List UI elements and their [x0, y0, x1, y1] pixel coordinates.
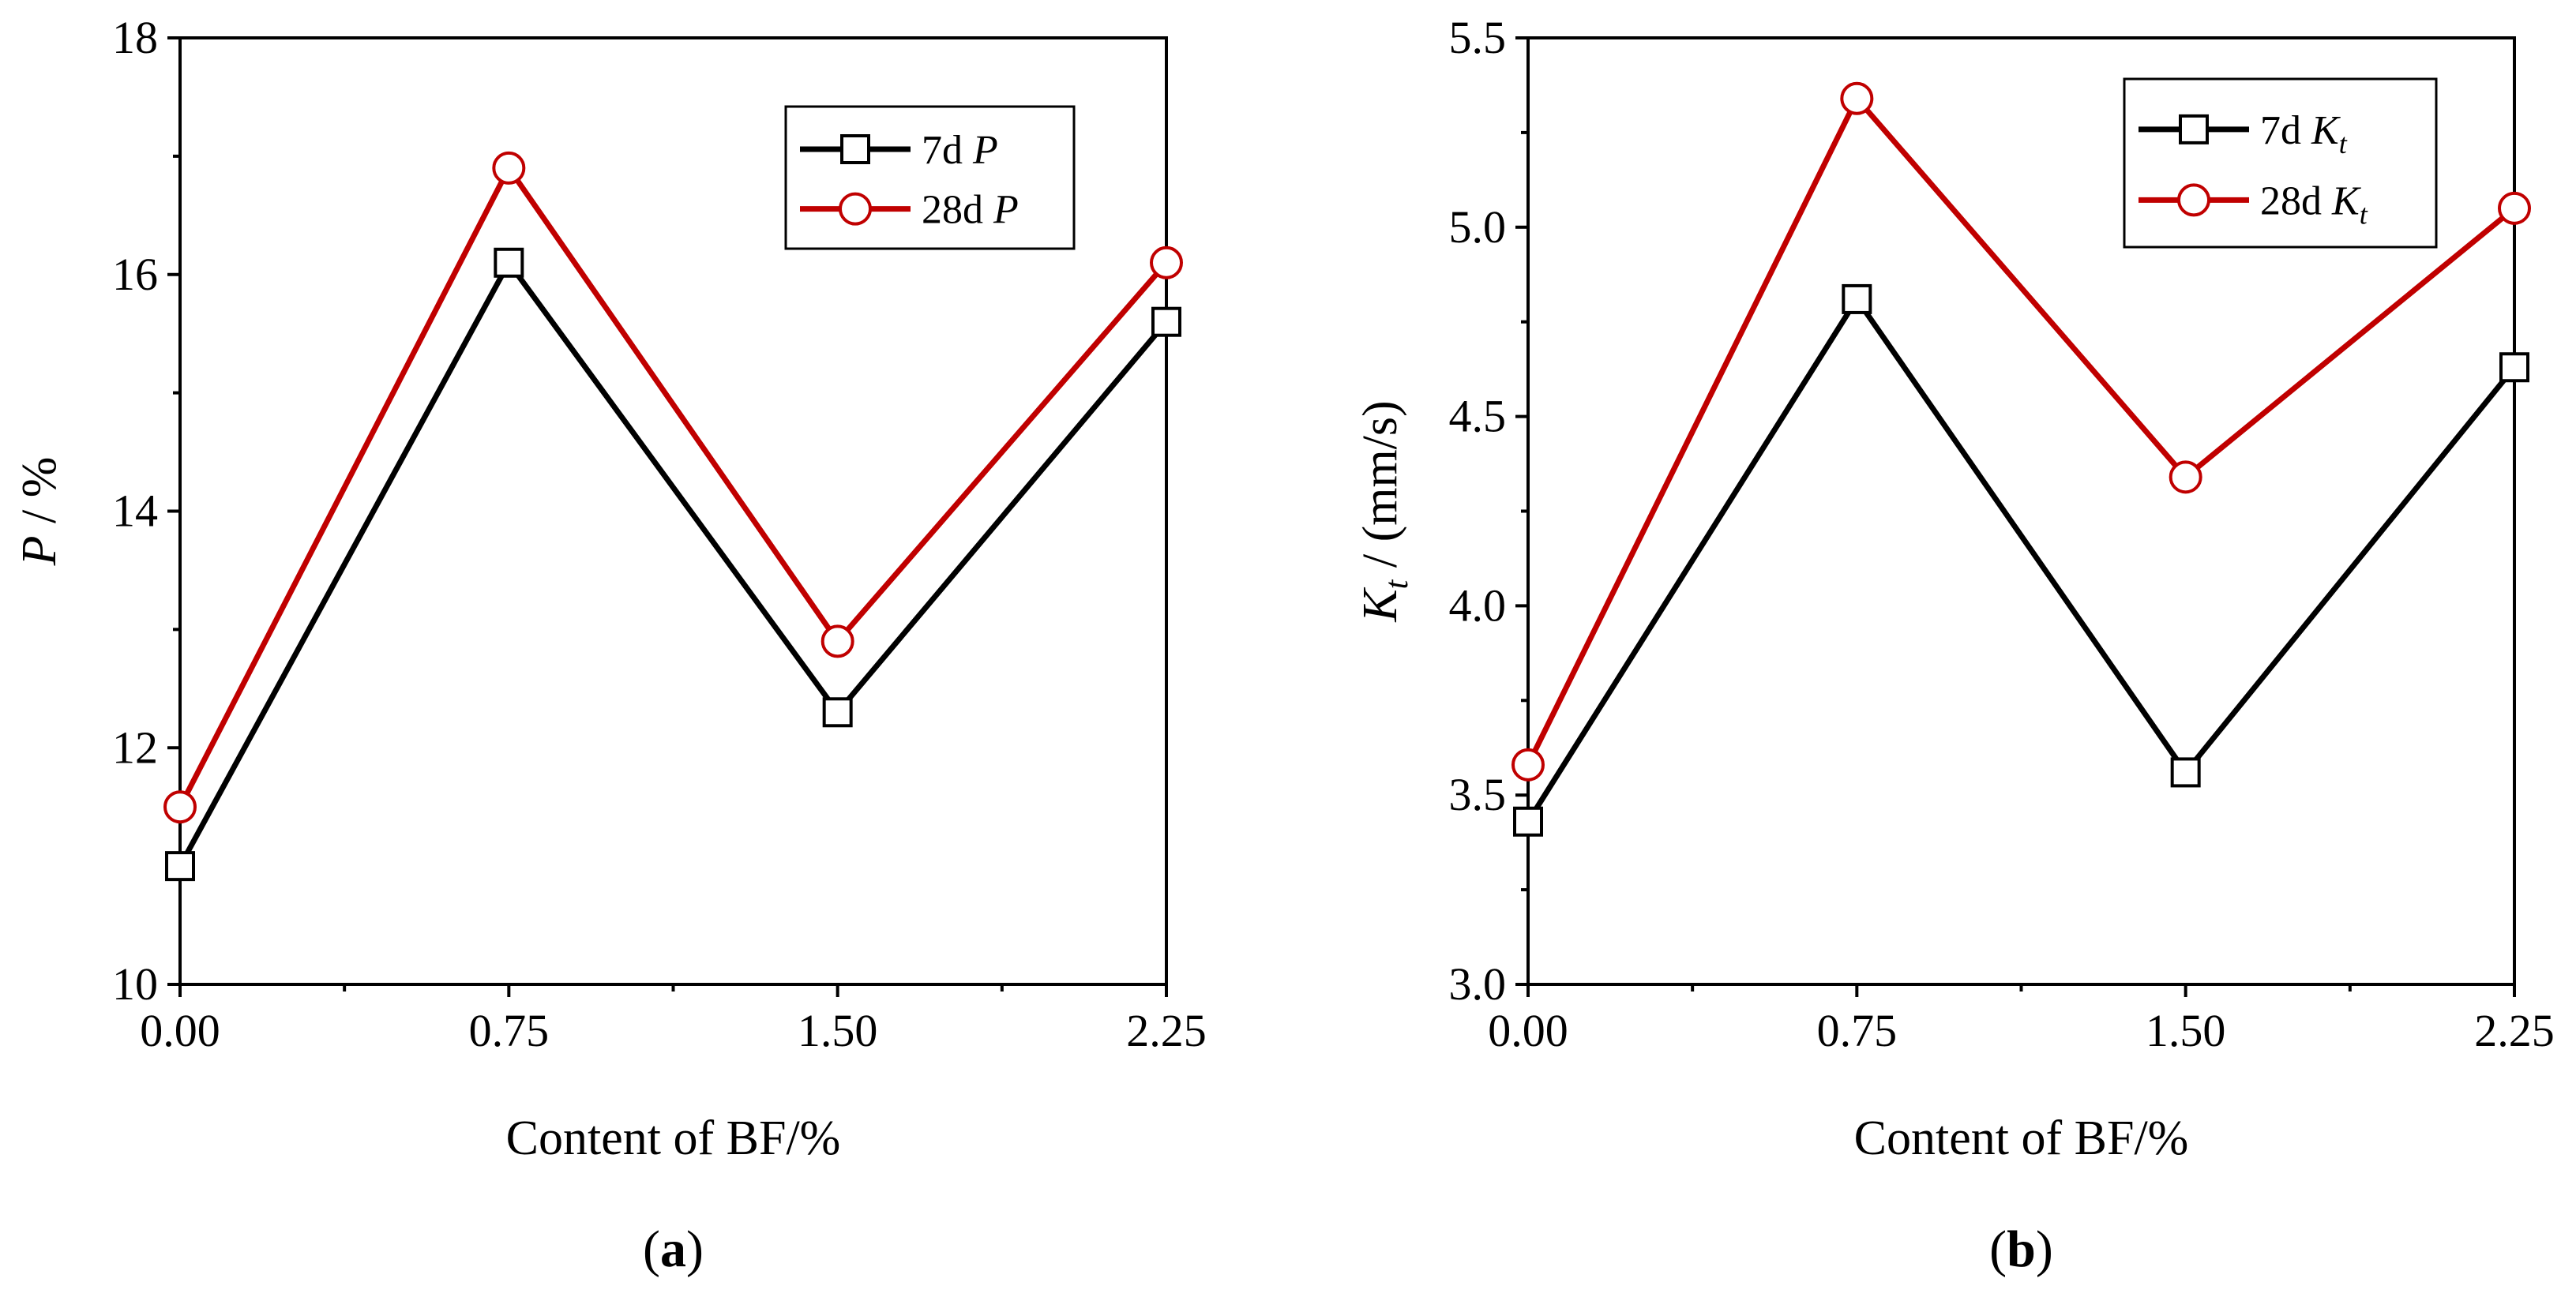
x-axis-title: Content of BF/% — [506, 1111, 841, 1165]
legend-prefix: 7d — [922, 128, 973, 173]
legend-box — [784, 105, 1076, 250]
y-tick-label: 18 — [112, 12, 158, 63]
panel-paren-close: ) — [686, 1220, 704, 1278]
data-point-square — [1151, 306, 1181, 337]
legend-symbol: P — [993, 188, 1019, 233]
legend-symbol: K — [2331, 178, 2361, 223]
series-line-1 — [1525, 93, 2517, 767]
x-tick-label: 0.75 — [469, 1005, 550, 1056]
series-line-0 — [1526, 294, 2517, 823]
panel-letter: b — [2007, 1220, 2036, 1278]
data-point-square — [822, 697, 853, 728]
x-tick-label: 0.00 — [1488, 1005, 1568, 1056]
chart-panel-a: 10 12 14 16 18 0.00 0.75 1.50 2.25 Content of BF/… — [13, 12, 1207, 1278]
legend-symbol: K — [2311, 108, 2341, 153]
legend-box — [2123, 77, 2438, 249]
y-tick-label: 3.5 — [1449, 769, 1507, 820]
x-axis-title: Content of BF/% — [1854, 1111, 2189, 1165]
legend-label: 7d P — [922, 128, 998, 173]
data-point-circle — [2498, 191, 2531, 225]
legend-marker-circle — [2177, 183, 2210, 217]
x-tick-label: 0.00 — [140, 1005, 220, 1056]
data-point-circle — [163, 790, 197, 824]
y-axis-title: P / % — [13, 457, 66, 567]
x-tick-label: 0.75 — [1817, 1005, 1898, 1056]
data-point-square — [1513, 806, 1543, 837]
panel-label: (b) — [1989, 1220, 2053, 1278]
legend-marker-circle — [839, 192, 872, 226]
y-tick-label: 10 — [112, 958, 158, 1010]
y-tick-label: 12 — [112, 722, 158, 773]
legend-subscript: t — [2360, 198, 2368, 230]
data-point-square — [1842, 283, 1872, 314]
legend-subscript: t — [2339, 128, 2348, 159]
panel-label: (a) — [643, 1220, 704, 1278]
y-tick-label: 4.5 — [1449, 391, 1507, 442]
y-axis-title: Kt / (mm/s) — [1354, 400, 1415, 622]
x-tick-label: 2.25 — [2474, 1005, 2555, 1056]
y-axis-subscript: t — [1379, 579, 1415, 589]
y-tick-label: 4.0 — [1449, 579, 1507, 631]
x-tick-label: 1.50 — [2146, 1005, 2226, 1056]
y-tick-label: 16 — [112, 249, 158, 300]
y-tick-label: 5.5 — [1449, 12, 1507, 63]
data-point-square — [494, 247, 524, 278]
data-point-circle — [820, 624, 854, 658]
panel-paren-open: ( — [1989, 1220, 2007, 1278]
data-point-circle — [1840, 81, 1874, 115]
y-tick-label: 3.0 — [1449, 958, 1507, 1010]
legend-label: 28d Kt — [2260, 178, 2368, 230]
legend-label: 7d Kt — [2260, 108, 2348, 159]
y-axis-symbol: K — [1354, 587, 1407, 623]
series-line-1 — [177, 163, 1169, 808]
legend-prefix: 28d — [922, 188, 993, 233]
data-point-circle — [492, 151, 526, 185]
data-point-circle — [1150, 246, 1183, 279]
data-point-circle — [2169, 460, 2202, 494]
panel-letter: a — [660, 1220, 686, 1278]
legend-symbol: P — [972, 128, 998, 173]
y-axis-unit: / % — [13, 457, 66, 536]
legend-marker-square — [840, 134, 870, 164]
data-point-square — [2170, 757, 2201, 788]
series-line-0 — [177, 257, 1169, 868]
x-tick-label: 2.25 — [1126, 1005, 1207, 1056]
legend-prefix: 7d — [2260, 108, 2311, 153]
x-tick-label: 1.50 — [798, 1005, 878, 1056]
legend-label: 28d P — [922, 188, 1019, 233]
data-point-square — [165, 851, 195, 882]
legend-prefix: 28d — [2260, 178, 2332, 223]
y-tick-label: 14 — [112, 485, 158, 537]
y-axis-unit: / (mm/s) — [1354, 400, 1407, 579]
panel-paren-close: ) — [2036, 1220, 2053, 1278]
data-point-circle — [1511, 748, 1545, 782]
panel-paren-open: ( — [643, 1220, 660, 1278]
data-point-square — [2499, 352, 2529, 383]
legend-marker-square — [2179, 114, 2209, 144]
y-tick-label: 5.0 — [1449, 201, 1507, 253]
chart-panel-b: 3.0 3.5 4.0 4.5 5.0 5.5 0.00 0.75 1.50 2.25 Conten… — [1354, 12, 2555, 1278]
y-axis-symbol: P — [13, 536, 66, 567]
